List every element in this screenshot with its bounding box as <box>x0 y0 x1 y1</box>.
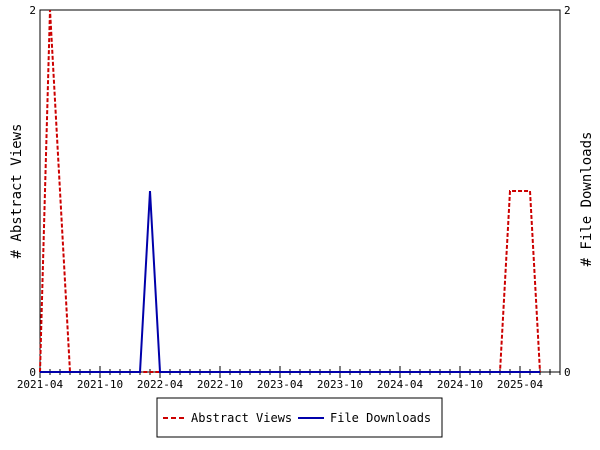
legend-label-abstract-views: Abstract Views <box>191 411 292 425</box>
x-tick-label: 2022-10 <box>197 378 243 391</box>
legend-label-file-downloads: File Downloads <box>330 411 431 425</box>
x-tick-label: 2024-04 <box>377 378 424 391</box>
x-tick-label: 2024-10 <box>437 378 483 391</box>
y-right-axis-title: # File Downloads <box>579 132 595 267</box>
x-axis-labels: 2021-04 2021-10 2022-04 2022-10 2023-04 2023-… <box>17 366 544 391</box>
series-line-file-downloads <box>40 190 540 373</box>
series-layer <box>39 9 541 373</box>
y-axis-labels: 0 2 0 2 <box>29 4 570 379</box>
series-line-abstract-views <box>39 9 541 373</box>
y-left-tick-label: 2 <box>29 4 36 17</box>
y-left-axis-title: # Abstract Views <box>9 124 25 259</box>
y-right-tick-label: 2 <box>564 4 571 17</box>
x-tick-label: 2022-04 <box>137 378 184 391</box>
x-tick-label: 2021-10 <box>77 378 123 391</box>
x-tick-label: 2021-04 <box>17 378 64 391</box>
plot-frame <box>39 9 561 373</box>
x-tick-label: 2023-04 <box>257 378 304 391</box>
x-tick-label: 2025-04 <box>497 378 544 391</box>
legend: Abstract Views File Downloads <box>156 397 443 438</box>
x-tick-label: 2023-10 <box>317 378 363 391</box>
y-left-tick-label: 0 <box>29 366 36 379</box>
y-right-tick-label: 0 <box>564 366 571 379</box>
plot-area <box>39 9 561 373</box>
